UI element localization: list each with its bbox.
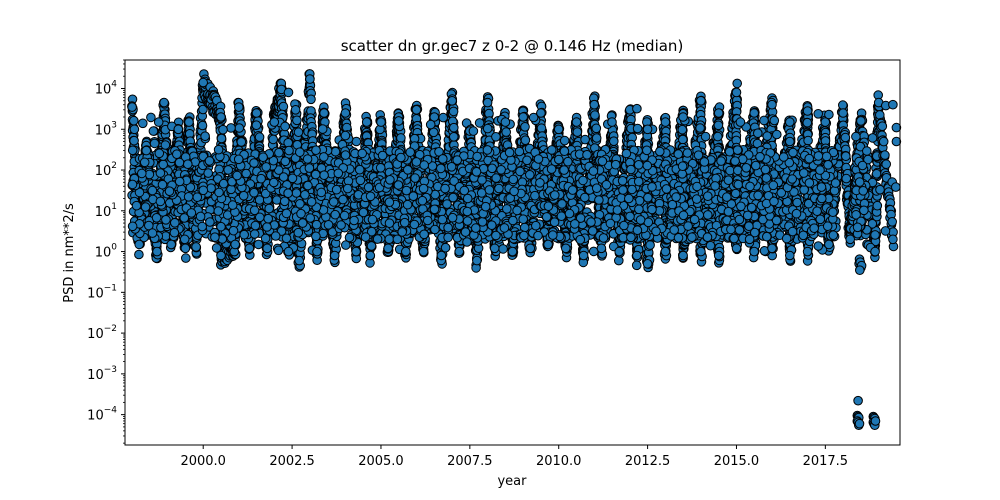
data-points [127,69,902,431]
data-point [278,101,289,112]
data-point [695,123,705,133]
data-point [572,127,583,137]
data-point [198,104,208,115]
data-point [129,124,140,135]
data-point [732,78,743,89]
data-point [677,124,688,135]
data-point [590,110,600,120]
data-point [306,94,316,105]
data-point [366,241,377,251]
data-point [448,106,459,117]
data-point [713,131,723,142]
data-point [501,127,512,137]
data-point [197,120,208,131]
data-point [614,255,624,266]
data-point [591,123,602,134]
data-point [536,123,547,133]
data-point [520,135,531,145]
data-point [803,135,813,146]
data-point [713,120,724,131]
data-point [591,133,602,143]
data-point [216,133,227,144]
data-point [181,253,191,263]
data-point [129,115,139,126]
data-point [254,132,265,142]
data-point [292,115,302,126]
data-point [678,134,688,145]
data-point [236,137,247,147]
chart-title: scatter dn gr.gec7 z 0-2 @ 0.146 Hz (med… [341,37,684,55]
data-point [520,122,530,132]
data-point [396,133,406,143]
data-point [609,136,619,146]
data-point [645,240,655,250]
data-point [134,249,144,260]
data-point [449,122,459,133]
data-point [631,260,642,271]
